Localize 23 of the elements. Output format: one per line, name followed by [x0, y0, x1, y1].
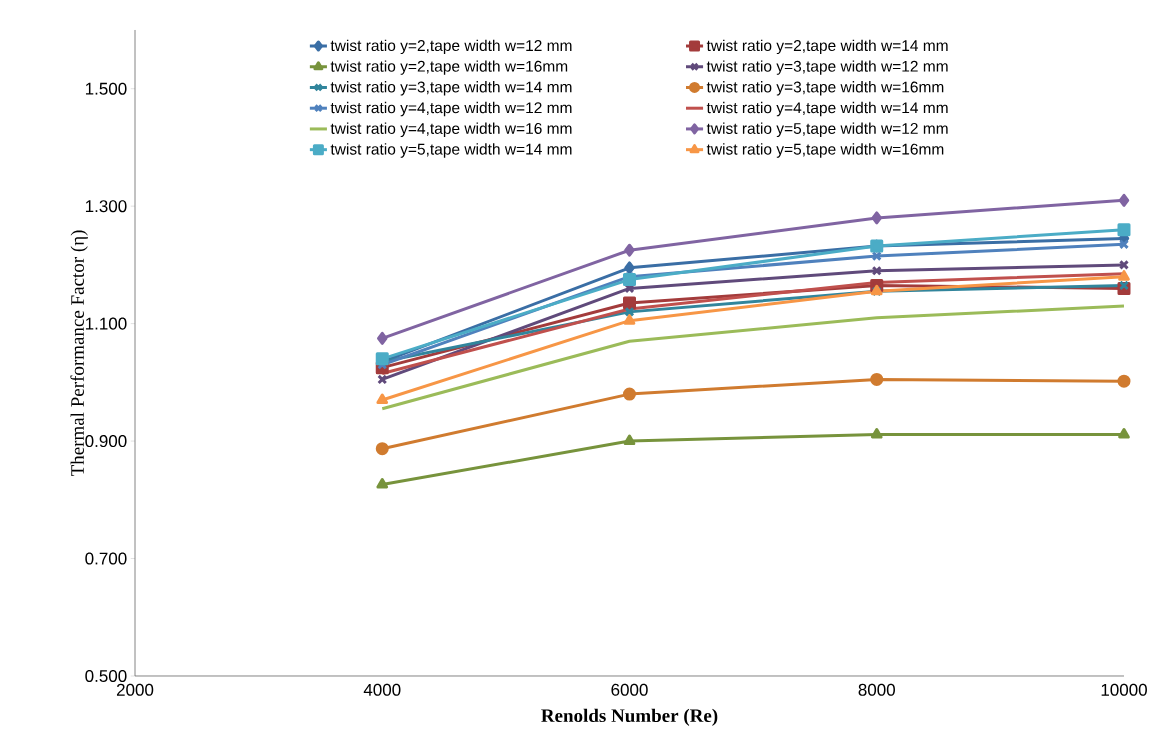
legend-label: twist ratio y=4,tape width w=14 mm: [706, 101, 948, 117]
legend-label: twist ratio y=4,tape width w=16 mm: [330, 122, 572, 138]
y-tick-label: 1.500: [85, 82, 127, 95]
legend-label: twist ratio y=2,tape width w=12 mm: [330, 39, 572, 55]
legend-label: twist ratio y=4,tape width w=12 mm: [330, 101, 572, 117]
legend-label: twist ratio y=3,tape width w=14 mm: [330, 81, 572, 96]
y-tick-label: 0.500: [85, 669, 127, 683]
x-tick-label: 10000: [1101, 683, 1147, 696]
legend-label: twist ratio y=5,tape width w=14 mm: [330, 143, 572, 158]
y-tick-label: 1.100: [85, 317, 127, 330]
legend-label: twist ratio y=5,tape width w=12 mm: [706, 122, 948, 138]
legend-label: twist ratio y=5,tape width w=16mm: [706, 143, 944, 158]
x-tick-label: 8000: [858, 683, 895, 696]
y-tick-label: 0.700: [85, 552, 127, 565]
x-tick-label: 4000: [363, 683, 401, 696]
x-axis-title: Renolds Number (Re): [541, 708, 718, 726]
y-tick-label: 1.300: [85, 200, 127, 213]
x-tick-label: 2000: [116, 683, 154, 696]
x-tick-label: 6000: [611, 683, 648, 696]
legend-label: twist ratio y=2,tape width w=16mm: [330, 60, 568, 75]
legend-label: twist ratio y=3,tape width w=16mm: [706, 81, 944, 96]
legend-label: twist ratio y=3,tape width w=12 mm: [706, 60, 948, 75]
legend-label: twist ratio y=2,tape width w=14 mm: [706, 39, 948, 55]
